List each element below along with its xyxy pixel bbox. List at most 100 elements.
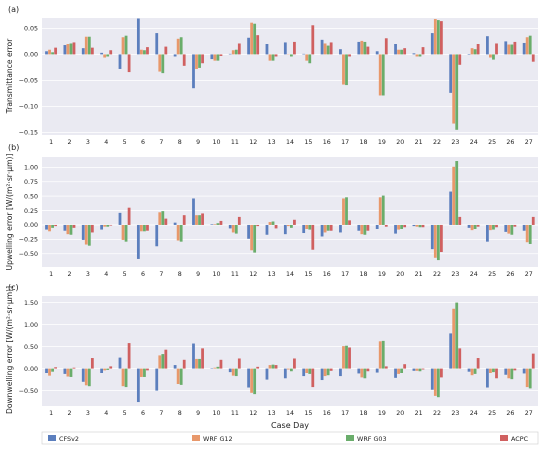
panel-b-bar-wrf-g12-day-11 bbox=[231, 224, 235, 233]
panel-b-bar-cfsv2-day-9 bbox=[192, 198, 195, 225]
panel-c-bar-wrf-g12-day-27 bbox=[525, 368, 529, 388]
panel-b-bar-acpc-day-21 bbox=[421, 224, 425, 228]
panel-a-bar-acpc-day-25 bbox=[495, 43, 498, 55]
panel-c-bar-cfsv2-day-24 bbox=[467, 368, 471, 372]
panel-c-label: (c) bbox=[8, 283, 19, 292]
panel-b-bar-wrf-g03-day-4 bbox=[106, 224, 110, 227]
panel-c-bar-wrf-g12-day-7 bbox=[158, 355, 162, 369]
panel-c-bar-acpc-day-21 bbox=[421, 368, 425, 370]
panel-a-bar-wrf-g03-day-5 bbox=[124, 35, 128, 55]
panel-c-bar-acpc-day-5 bbox=[127, 343, 131, 369]
panel-c-bar-wrf-g03-day-5 bbox=[124, 368, 128, 388]
panel-c-bar-cfsv2-day-14 bbox=[283, 368, 287, 379]
panel-b-bar-cfsv2-day-22 bbox=[430, 224, 434, 250]
panel-a-bar-acpc-day-9 bbox=[201, 54, 204, 64]
panel-a-xtick-label: 24 bbox=[470, 139, 478, 146]
panel-b-xtick-label: 10 bbox=[213, 271, 221, 278]
panel-c-bar-cfsv2-day-25 bbox=[486, 368, 489, 388]
panel-b-ylabel: Upwelling error [W/(m²·sr·μm)] bbox=[5, 154, 14, 271]
panel-c-bar-wrf-g03-day-16 bbox=[326, 368, 330, 376]
panel-a-xtick-label: 19 bbox=[378, 139, 386, 146]
panel-c-xtick-label: 12 bbox=[249, 410, 257, 417]
panel-c-bar-wrf-g03-day-15 bbox=[308, 368, 312, 374]
panel-b-bar-cfsv2-day-4 bbox=[100, 224, 104, 230]
panel-a-bar-wrf-g03-day-14 bbox=[290, 54, 293, 57]
panel-c-bar-wrf-g03-day-9 bbox=[198, 358, 201, 369]
panel-b-xtick-label: 6 bbox=[141, 271, 145, 278]
panel-b-bar-wrf-g12-day-24 bbox=[470, 224, 474, 231]
panel-a-bar-acpc-day-20 bbox=[403, 48, 407, 55]
panel-c-bar-wrf-g03-day-20 bbox=[400, 368, 404, 373]
panel-a-bar-cfsv2-day-3 bbox=[81, 48, 85, 55]
panel-b-bar-wrf-g12-day-22 bbox=[433, 224, 437, 258]
panel-c-bar-wrf-g12-day-23 bbox=[452, 308, 456, 369]
panel-a-bar-wrf-g12-day-27 bbox=[525, 37, 529, 55]
panel-a-bar-wrf-g12-day-8 bbox=[176, 38, 180, 55]
panel-a-ytick-label: −0.10 bbox=[19, 104, 38, 111]
panel-c-bar-acpc-day-7 bbox=[164, 349, 168, 369]
panel-b-bar-cfsv2-day-12 bbox=[247, 224, 250, 239]
panel-b-xtick-label: 27 bbox=[525, 271, 533, 278]
panel-a-bar-cfsv2-day-8 bbox=[173, 54, 177, 57]
panel-a-xtick-label: 9 bbox=[196, 139, 200, 146]
panel-a-bar-wrf-g03-day-3 bbox=[87, 36, 91, 55]
panel-a-bar-wrf-g03-day-2 bbox=[69, 43, 73, 55]
panel-c-bar-cfsv2-day-16 bbox=[320, 368, 324, 381]
panel-c-xticks: 1 2 3 4 5 6 7 8 9 10 11 12 13 14 15 16 17 18 19 20 21 22 23 24 2… bbox=[49, 410, 533, 417]
panel-b-bar-wrf-g03-day-14 bbox=[290, 224, 293, 228]
panel-b-bar-cfsv2-day-8 bbox=[173, 222, 177, 225]
panel-b-bar-cfsv2-day-18 bbox=[357, 224, 361, 231]
panel-c-bar-cfsv2-day-4 bbox=[100, 368, 104, 373]
panel-b-bar-wrf-g03-day-19 bbox=[381, 195, 385, 225]
panel-c-bar-acpc-day-8 bbox=[182, 359, 186, 369]
panel-b-bars bbox=[45, 161, 535, 261]
panel-c-bar-wrf-g03-day-24 bbox=[473, 368, 477, 374]
panel-c-bar-wrf-g12-day-1 bbox=[48, 368, 51, 376]
panel-a-bar-cfsv2-day-18 bbox=[357, 41, 361, 55]
panel-c-bar-wrf-g03-day-13 bbox=[271, 364, 275, 369]
panel-b-bar-wrf-g12-day-10 bbox=[213, 224, 217, 225]
panel-a-bar-acpc-day-26 bbox=[513, 41, 517, 55]
panel-a-bar-wrf-g03-day-6 bbox=[143, 50, 146, 55]
panel-b-bar-wrf-g12-day-16 bbox=[323, 224, 327, 233]
panel-a-xtick-label: 18 bbox=[359, 139, 367, 146]
panel-b-bar-wrf-g12-day-13 bbox=[268, 222, 272, 225]
panel-b-xtick-label: 8 bbox=[178, 271, 182, 278]
panel-b-bar-acpc-day-14 bbox=[293, 219, 296, 225]
panel-b-ytick-label: −0.25 bbox=[19, 237, 38, 244]
panel-c-bar-acpc-day-16 bbox=[329, 368, 333, 371]
panel-c-xtick-label: 11 bbox=[231, 410, 239, 417]
panel-a-bar-wrf-g12-day-17 bbox=[342, 54, 345, 85]
panel-a-bar-cfsv2-day-15 bbox=[302, 53, 306, 55]
panel-a-bar-acpc-day-13 bbox=[274, 54, 278, 57]
panel-b-bar-acpc-day-1 bbox=[54, 224, 58, 227]
panel-a-bar-acpc-day-1 bbox=[54, 47, 58, 55]
panel-a-bar-acpc-day-3 bbox=[90, 47, 94, 55]
panel-b-bar-wrf-g03-day-1 bbox=[51, 224, 54, 228]
panel-b-label: (b) bbox=[8, 143, 19, 152]
panel-a-bar-wrf-g12-day-26 bbox=[507, 44, 511, 55]
panel-a-yticks: 0.05 0.00 −0.05 −0.10 −0.15 bbox=[19, 26, 38, 137]
panel-b-bar-wrf-g12-day-2 bbox=[66, 224, 70, 235]
panel-b-ytick-label: 0.00 bbox=[24, 222, 38, 229]
panel-c-bar-acpc-day-22 bbox=[439, 368, 443, 378]
panel-a-bar-wrf-g12-day-25 bbox=[489, 54, 492, 58]
panel-a-ytick-label: −0.05 bbox=[19, 78, 38, 85]
panel-a-xtick-label: 11 bbox=[231, 139, 239, 146]
panel-a-bar-wrf-g12-day-5 bbox=[121, 37, 125, 55]
panel-b-ytick-label: 1.00 bbox=[24, 165, 38, 172]
panel-a-bar-wrf-g03-day-27 bbox=[528, 35, 532, 55]
panel-c-ytick-label: 1.50 bbox=[24, 300, 38, 307]
panel-c-bar-cfsv2-day-15 bbox=[302, 368, 306, 377]
panel-a-bar-acpc-day-21 bbox=[421, 47, 425, 55]
panel-a-bar-wrf-g12-day-1 bbox=[48, 49, 51, 55]
panel-a-bar-cfsv2-day-24 bbox=[467, 54, 471, 55]
panel-a-bar-acpc-day-7 bbox=[164, 46, 168, 55]
panel-a-ytick-label: −0.15 bbox=[19, 130, 38, 137]
panel-b-bar-wrf-g12-day-18 bbox=[360, 224, 364, 235]
panel-c-bar-cfsv2-day-27 bbox=[522, 368, 526, 374]
panel-a-bar-cfsv2-day-13 bbox=[265, 44, 269, 55]
panel-b-bar-cfsv2-day-21 bbox=[412, 224, 416, 227]
